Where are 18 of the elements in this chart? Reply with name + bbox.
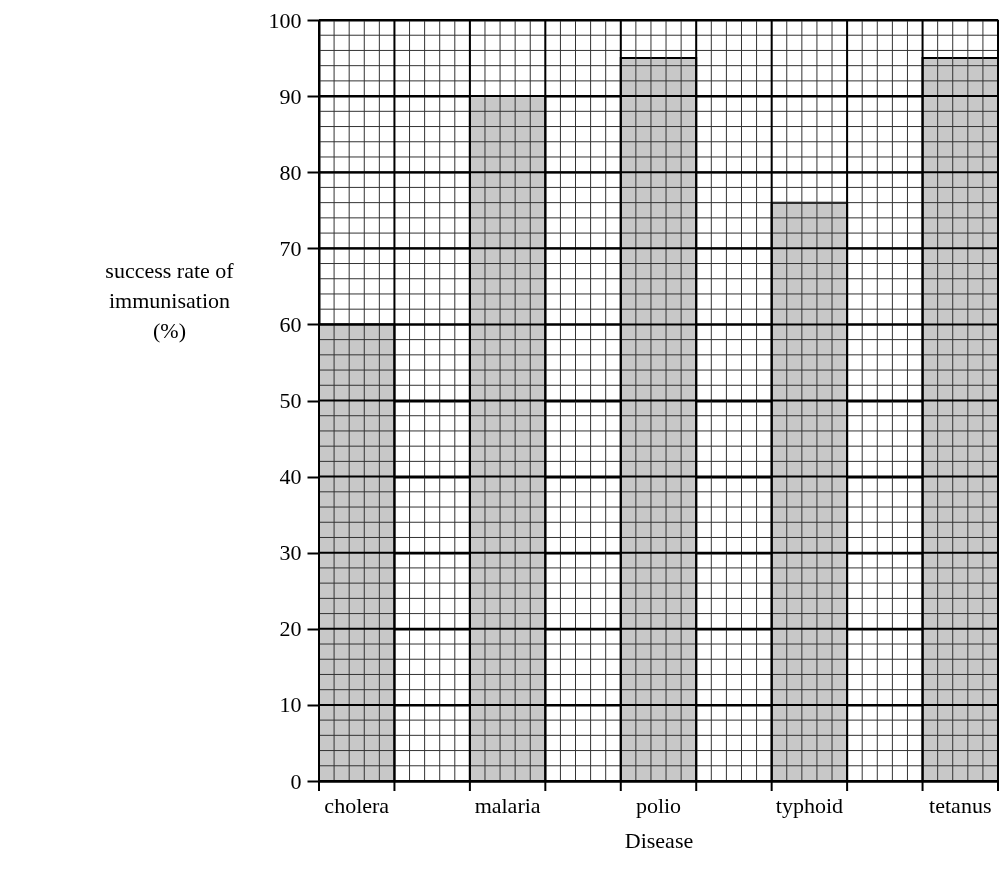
y-tick-label: 80 (279, 159, 302, 185)
y-tick-label: 60 (279, 311, 302, 337)
y-axis-title: success rate of immunisation (%) (105, 257, 235, 343)
x-tick-label: cholera (324, 792, 390, 818)
x-tick-label: polio (635, 792, 682, 818)
y-tick-label: 50 (279, 388, 302, 413)
y-tick-label: 90 (279, 83, 302, 109)
x-tick-label: typhoid (775, 792, 844, 818)
x-tick-label: malaria (474, 792, 541, 818)
y-tick-label: 30 (279, 540, 302, 566)
x-tick-label: tetanus (929, 792, 992, 818)
y-tick-label: 0 (290, 768, 302, 794)
x-axis-title: Disease (624, 827, 694, 853)
y-tick-label: 20 (279, 616, 302, 642)
y-tick-label: 100 (268, 7, 302, 33)
y-tick-label: 10 (279, 692, 302, 718)
y-tick-label: 70 (279, 235, 302, 261)
y-tick-label: 40 (279, 464, 302, 490)
